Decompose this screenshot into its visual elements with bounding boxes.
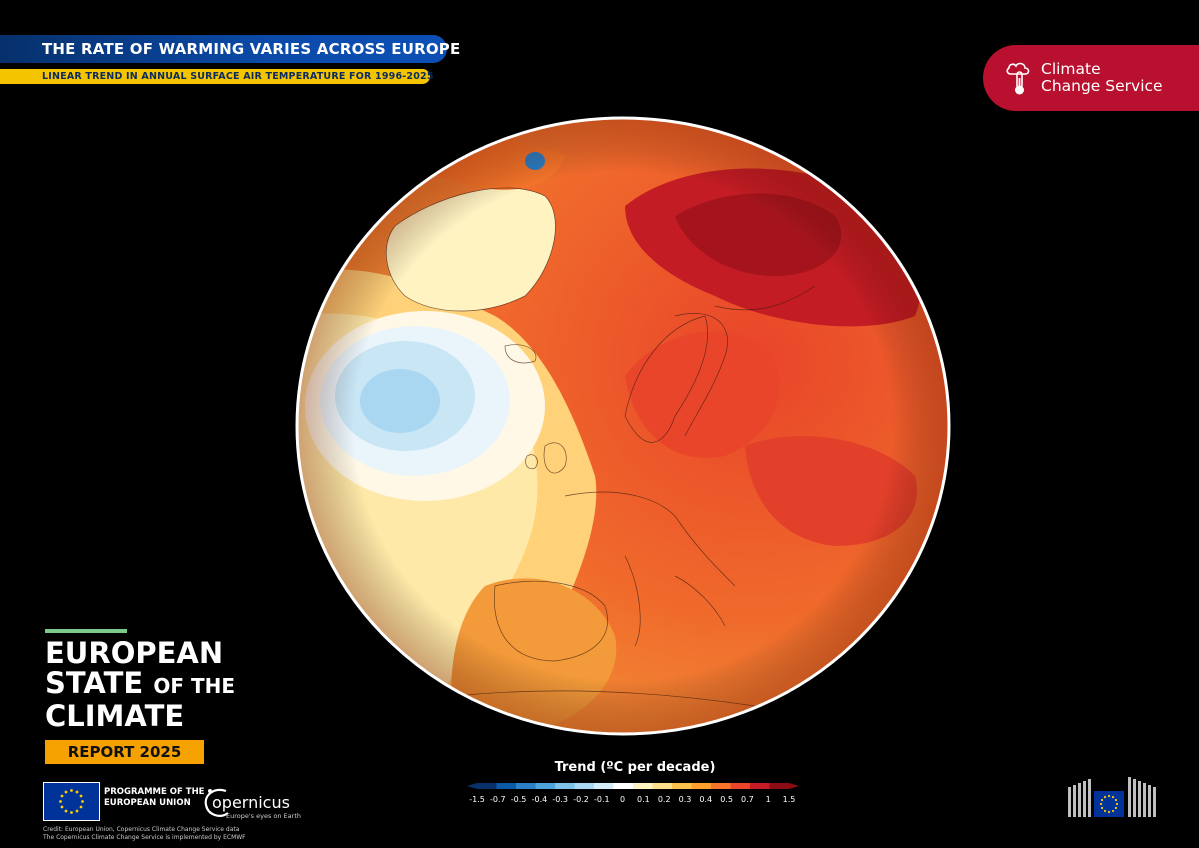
- eu-star: [1100, 806, 1104, 810]
- eu-star: [75, 790, 79, 794]
- legend-tick-label: -0.3: [552, 795, 568, 804]
- title-banner: THE RATE OF WARMING VARIES ACROSS EUROPE: [0, 35, 460, 63]
- legend-swatch: [633, 783, 653, 789]
- copernicus-wordmark: opernicus: [212, 793, 290, 812]
- legend-arrow-high: [789, 783, 799, 789]
- legend-tick-label: -0.5: [511, 795, 527, 804]
- c3s-label-line2: Change Service: [1041, 77, 1163, 95]
- eu-star: [1107, 810, 1111, 814]
- report-accent-line: [45, 629, 127, 633]
- legend-swatch: [711, 783, 731, 789]
- legend-tick-label: 1.5: [783, 795, 796, 804]
- legend-tick-label: -0.2: [573, 795, 589, 804]
- eu-star: [79, 805, 83, 809]
- legend-swatch: [652, 783, 673, 789]
- eu-star: [70, 789, 73, 792]
- legend-tick-label: 0.1: [637, 795, 650, 804]
- report-title-of-the: OF THE: [153, 674, 235, 698]
- eu-star: [1099, 802, 1103, 806]
- copernicus-logo-icon: [204, 788, 229, 817]
- eu-star: [60, 805, 64, 809]
- report-title-line3: CLIMATE: [45, 699, 185, 733]
- color-legend: -1.5 -0.7 -0.5 -0.4 -0.3 -0.2 -0.1 0 0.1 0.2 0.3 0.…: [467, 783, 799, 804]
- credit-line1: Credit: European Union, Copernicus Clima…: [43, 826, 240, 833]
- legend-swatch: [594, 783, 614, 789]
- eu-programme-label: PROGRAMME OF THE EUROPEAN UNION: [104, 787, 205, 809]
- europe-temperature-trend-map: [295, 116, 951, 736]
- report-title: EUROPEAN STATE OF THE CLIMATE: [45, 638, 235, 731]
- legend-swatch: [672, 783, 692, 789]
- legend-swatch: [555, 783, 575, 789]
- legend-tick-label: 0: [620, 795, 625, 804]
- legend-swatch: [535, 783, 556, 789]
- c3s-logo[interactable]: Climate Change Service: [983, 45, 1199, 111]
- report-title-line2: STATE OF THE: [45, 668, 235, 701]
- legend-swatch: [691, 783, 712, 789]
- legend-arrow-low: [467, 783, 477, 789]
- eu-star: [1103, 809, 1107, 813]
- report-title-state: STATE: [45, 666, 144, 700]
- eu-star: [75, 809, 79, 813]
- legend-tick-label: -0.1: [594, 795, 610, 804]
- report-year-badge: REPORT 2025: [45, 740, 204, 764]
- c3s-label-line1: Climate: [1041, 60, 1101, 78]
- legend-swatch: [769, 783, 790, 789]
- page-title: THE RATE OF WARMING VARIES ACROSS EUROPE: [42, 40, 461, 58]
- c3s-label: Climate Change Service: [1041, 61, 1181, 95]
- legend-swatch: [730, 783, 751, 789]
- globe-outline: [295, 116, 951, 736]
- legend-swatch: [750, 783, 770, 789]
- eu-star: [1100, 798, 1104, 802]
- report-title-line1: EUROPEAN: [45, 636, 224, 670]
- credit-text: Credit: European Union, Copernicus Clima…: [43, 826, 246, 842]
- legend-tick-label: -1.5: [469, 795, 485, 804]
- eu-star: [1114, 806, 1118, 810]
- credit-line2: The Copernicus Climate Change Service is…: [43, 834, 246, 841]
- eu-star: [64, 790, 68, 794]
- legend-tick-label: 0.5: [720, 795, 733, 804]
- legend-tick-label: 0.3: [679, 795, 692, 804]
- eu-star: [81, 800, 84, 803]
- legend-tick-label: 0.2: [658, 795, 671, 804]
- legend-swatch: [574, 783, 595, 789]
- legend-swatch: [496, 783, 517, 789]
- eu-star: [1111, 809, 1115, 813]
- eu-star: [79, 794, 83, 798]
- eu-star: [59, 800, 62, 803]
- eu-star: [64, 809, 68, 813]
- subtitle-banner: LINEAR TREND IN ANNUAL SURFACE AIR TEMPE…: [0, 69, 433, 84]
- european-commission-logo-icon: [1068, 777, 1156, 817]
- legend-title: Trend (ºC per decade): [554, 760, 716, 775]
- legend-swatch: [477, 783, 497, 789]
- eu-star: [1111, 795, 1115, 799]
- eu-star: [60, 794, 64, 798]
- eu-star: [1107, 794, 1111, 798]
- eu-star: [1115, 802, 1119, 806]
- eu-programme-line1: PROGRAMME OF THE: [104, 787, 205, 797]
- legend-tick-label: 0.4: [699, 795, 712, 804]
- legend-tick-label: -0.4: [532, 795, 548, 804]
- eu-star: [1103, 795, 1107, 799]
- eu-star: [70, 811, 73, 814]
- copernicus-tagline: Europe's eyes on Earth: [226, 812, 301, 820]
- legend-swatch: [516, 783, 536, 789]
- legend-tick-label: -0.7: [490, 795, 506, 804]
- legend-tick-label: 1: [766, 795, 771, 804]
- legend-swatch: [613, 783, 634, 789]
- eu-programme-line2: EUROPEAN UNION: [104, 798, 191, 808]
- legend-tick-label: 0.7: [741, 795, 754, 804]
- map-layer: [297, 118, 949, 734]
- eu-flag-icon: [43, 782, 100, 821]
- eu-star: [1114, 798, 1118, 802]
- thermometer-cloud-icon: [1006, 62, 1030, 95]
- page-subtitle: LINEAR TREND IN ANNUAL SURFACE AIR TEMPE…: [42, 71, 434, 82]
